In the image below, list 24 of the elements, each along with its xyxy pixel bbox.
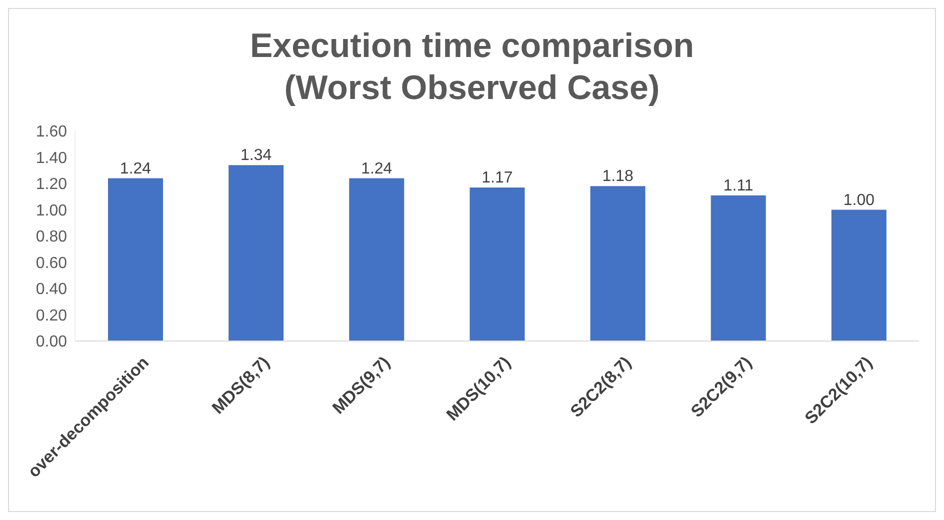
data-label: 1.24 — [361, 160, 392, 178]
bar — [349, 178, 404, 341]
data-label: 1.17 — [482, 169, 513, 186]
y-tick-label: 1.20 — [36, 176, 68, 194]
data-label: 1.18 — [602, 168, 634, 186]
data-label: 1.34 — [240, 147, 272, 164]
y-tick-label: 0.00 — [36, 334, 68, 351]
bar — [590, 186, 646, 341]
data-label: 1.11 — [723, 177, 754, 194]
data-label: 1.24 — [120, 160, 152, 178]
bar — [470, 187, 525, 341]
y-tick-label: 0.60 — [36, 254, 68, 272]
y-tick-label: 0.40 — [36, 281, 68, 298]
y-tick-label: 1.40 — [36, 150, 68, 167]
y-tick-label: 1.60 — [36, 124, 68, 141]
data-label: 1.00 — [843, 192, 875, 209]
bar — [228, 165, 284, 341]
bar — [108, 178, 163, 341]
y-tick-label: 0.20 — [36, 307, 68, 324]
y-tick-label: 0.80 — [36, 228, 68, 246]
bar — [710, 195, 766, 341]
chart-title: Execution time comparison (Worst Observed Case) — [249, 26, 695, 109]
bar — [831, 210, 886, 341]
y-tick-label: 1.00 — [36, 202, 68, 220]
